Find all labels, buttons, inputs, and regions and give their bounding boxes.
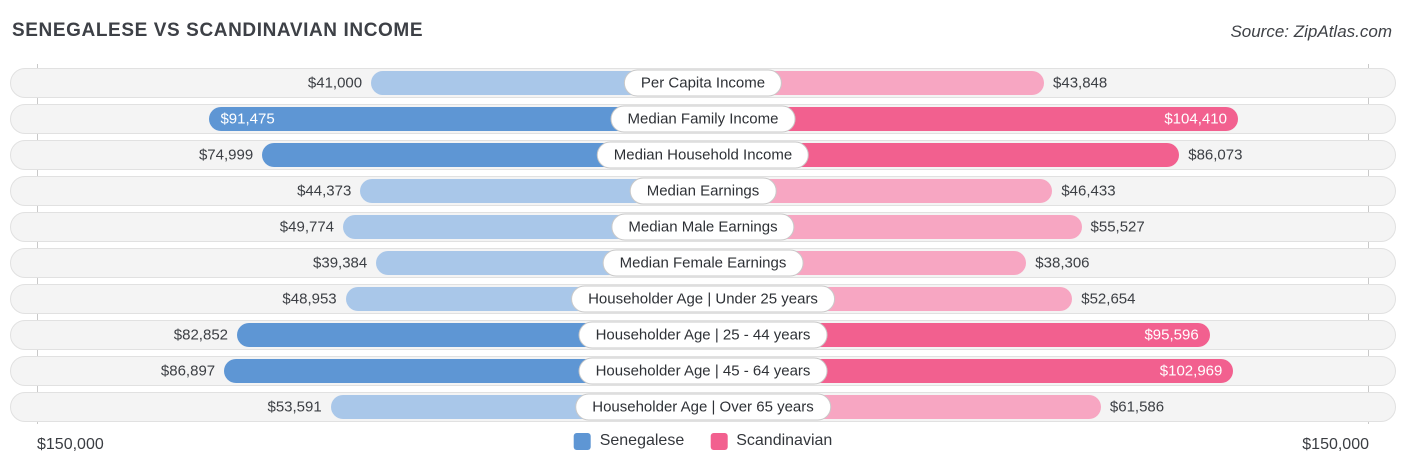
value-label-right: $55,527	[1090, 218, 1145, 236]
value-label-right: $43,848	[1053, 74, 1108, 92]
legend-label: Scandinavian	[736, 432, 833, 449]
value-label-left: $41,000	[307, 74, 363, 92]
axis-label-left: $150,000	[37, 436, 104, 453]
value-label-left: $44,373	[297, 182, 352, 200]
page-title: SENEGALESE VS SCANDINAVIAN INCOME	[12, 20, 424, 41]
legend-swatch-senegalese	[573, 432, 591, 450]
value-label-right: $46,433	[1061, 182, 1116, 200]
value-label-right: $104,410	[1164, 110, 1227, 128]
category-pill: Householder Age | Under 25 years	[571, 285, 835, 313]
legend-item-senegalese: Senegalese	[573, 432, 685, 450]
category-pill: Per Capita Income	[623, 69, 783, 97]
value-label-right: $61,586	[1109, 398, 1165, 416]
value-label-left: $91,475	[220, 110, 275, 128]
row-track: $39,384 $38,306 Median Female Earnings	[10, 248, 1396, 278]
axis-label-right: $150,000	[1302, 436, 1369, 453]
value-label-right: $52,654	[1081, 290, 1136, 308]
category-pill: Median Family Income	[610, 105, 796, 133]
value-label-right: $86,073	[1188, 146, 1243, 164]
category-pill: Median Female Earnings	[602, 249, 804, 277]
legend: Senegalese Scandinavian	[573, 432, 832, 450]
row-track: $91,475 $104,410 Median Family Income	[10, 104, 1396, 134]
value-label-left: $48,953	[282, 290, 337, 308]
legend-swatch-scandinavian	[710, 432, 728, 450]
gridline-right	[1368, 64, 1369, 424]
row-track: $49,774 $55,527 Median Male Earnings	[10, 212, 1396, 242]
value-label-left: $53,591	[267, 398, 322, 416]
legend-label: Senegalese	[599, 432, 685, 449]
row-track: $86,897 $102,969 Householder Age | 45 - 64…	[10, 356, 1396, 386]
value-label-right: $95,596	[1144, 326, 1199, 344]
row-track: $53,591 $61,586 Householder Age | Over 65 …	[10, 392, 1396, 422]
chart-footer: $150,000 Senegalese Scandinavian $150,000	[10, 428, 1396, 462]
chart: $41,000 $43,848 Per Capita Income $91,475 $1…	[10, 64, 1396, 424]
legend-item-scandinavian: Scandinavian	[710, 432, 832, 450]
row-track: $44,373 $46,433 Median Earnings	[10, 176, 1396, 206]
value-label-left: $49,774	[279, 218, 335, 236]
value-label-left: $39,384	[313, 254, 368, 272]
value-label-right: $38,306	[1035, 254, 1090, 272]
header: SENEGALESE VS SCANDINAVIAN INCOME Source…	[0, 0, 1406, 64]
gridline-left	[37, 64, 38, 424]
value-label-right: $102,969	[1159, 362, 1223, 380]
row-track: $41,000 $43,848 Per Capita Income	[10, 68, 1396, 98]
category-pill: Householder Age | 45 - 64 years	[578, 357, 828, 385]
category-pill: Householder Age | Over 65 years	[575, 393, 831, 421]
value-label-left: $86,897	[160, 362, 216, 380]
row-track: $82,852 $95,596 Householder Age | 25 - 44 …	[10, 320, 1396, 350]
category-pill: Householder Age | 25 - 44 years	[578, 321, 828, 349]
chart-rows: $41,000 $43,848 Per Capita Income $91,475 $1…	[10, 68, 1396, 422]
row-track: $48,953 $52,654 Householder Age | Under 25…	[10, 284, 1396, 314]
row-track: $74,999 $86,073 Median Household Income	[10, 140, 1396, 170]
category-pill: Median Earnings	[629, 177, 777, 205]
category-pill: Median Household Income	[596, 141, 810, 169]
category-pill: Median Male Earnings	[611, 213, 795, 241]
value-label-left: $74,999	[198, 146, 254, 164]
source-credit: Source: ZipAtlas.com	[1230, 22, 1392, 41]
value-label-left: $82,852	[173, 326, 229, 344]
